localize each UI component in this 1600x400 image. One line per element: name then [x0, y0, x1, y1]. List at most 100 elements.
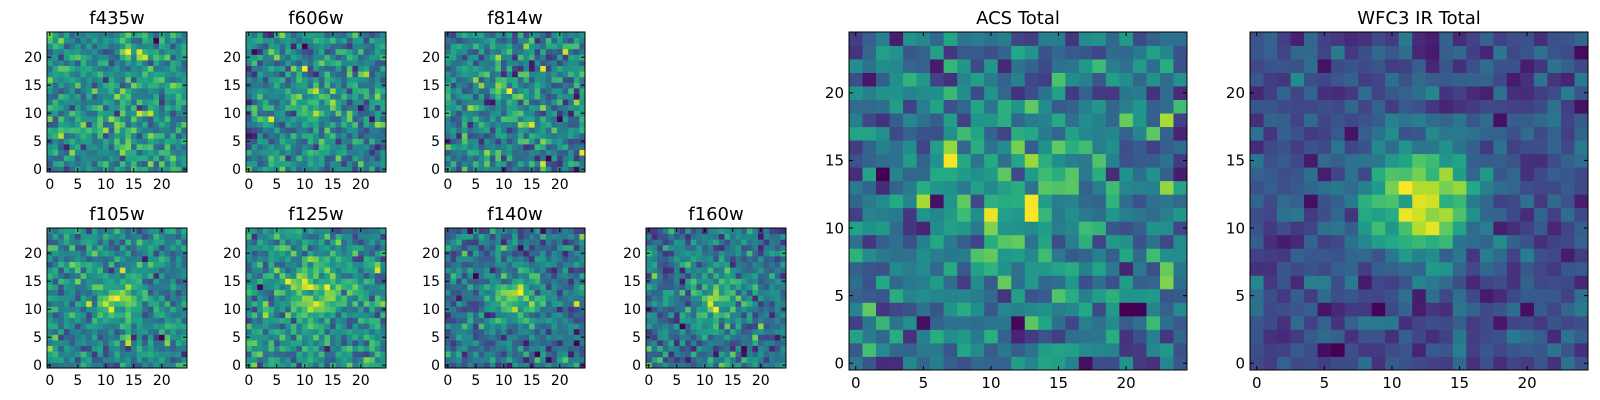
heatmap-cell	[495, 356, 502, 363]
heatmap-cell	[943, 275, 958, 290]
y-tick-label: 10	[223, 106, 241, 122]
heatmap-cell	[341, 110, 348, 117]
heatmap-cell	[318, 228, 325, 234]
heatmap-cell	[257, 250, 264, 257]
heatmap-cell	[718, 284, 725, 290]
heatmap-cell	[335, 278, 342, 285]
heatmap-cell	[523, 362, 530, 369]
heatmap-cell	[318, 278, 325, 285]
heatmap-cell	[119, 272, 126, 279]
heatmap-cell	[330, 99, 336, 106]
heatmap-cell	[374, 244, 381, 251]
heatmap-cell	[523, 110, 530, 117]
heatmap-cell	[119, 116, 126, 122]
heatmap-cell	[257, 328, 264, 335]
heatmap-cell	[279, 127, 286, 134]
heatmap-cell	[573, 317, 580, 324]
heatmap-cell	[363, 54, 370, 61]
y-tick-label: 20	[24, 50, 42, 66]
heatmap-cell	[358, 82, 364, 89]
heatmap-cell	[529, 267, 535, 274]
heatmap-cell	[562, 104, 569, 111]
heatmap-cell	[545, 166, 552, 173]
heatmap-cell	[52, 228, 59, 234]
heatmap-cell	[69, 272, 76, 279]
heatmap-cell	[125, 267, 132, 274]
heatmap-cell	[80, 32, 87, 38]
heatmap-cell	[702, 345, 708, 352]
heatmap-cell	[534, 312, 541, 318]
heatmap-cell	[674, 300, 680, 307]
heatmap-cell	[685, 356, 692, 363]
heatmap-cell	[484, 71, 491, 78]
heatmap-cell	[97, 244, 104, 251]
heatmap-cell	[119, 149, 126, 156]
heatmap-cell	[147, 121, 154, 128]
heatmap-cell	[456, 155, 463, 162]
heatmap-cell	[302, 345, 308, 352]
heatmap-cell	[352, 48, 359, 55]
heatmap-cell	[69, 345, 76, 352]
heatmap-cell	[86, 160, 93, 167]
heatmap-cell	[970, 153, 985, 168]
heatmap-cell	[147, 54, 154, 61]
heatmap-cell	[335, 37, 342, 44]
heatmap-cell	[352, 345, 359, 352]
heatmap-cell	[545, 54, 552, 61]
heatmap-cell	[484, 88, 491, 94]
heatmap-cell	[119, 328, 126, 335]
heatmap-cell	[495, 54, 502, 61]
heatmap-cell	[274, 93, 280, 100]
heatmap-cell	[302, 284, 308, 290]
heatmap-cell	[657, 317, 664, 324]
heatmap-cell	[461, 93, 468, 100]
heatmap-cell	[889, 194, 904, 209]
heatmap-cell	[251, 71, 258, 78]
heatmap-cell	[997, 153, 1012, 168]
heatmap-cell	[551, 345, 558, 352]
heatmap-cell	[363, 278, 370, 285]
heatmap-cell	[181, 88, 188, 94]
heatmap-cell	[147, 32, 154, 38]
heatmap-cell	[780, 289, 787, 296]
heatmap-cell	[302, 155, 308, 162]
heatmap-cell	[164, 127, 171, 134]
heatmap-cell	[142, 233, 149, 240]
heatmap-cell	[735, 295, 742, 302]
heatmap-cell	[707, 233, 714, 240]
heatmap-cell	[557, 144, 563, 150]
heatmap-cell	[131, 65, 137, 72]
heatmap-cell	[1119, 288, 1134, 303]
heatmap-cell	[579, 351, 586, 358]
heatmap-cell	[1092, 261, 1107, 276]
heatmap-cell	[579, 88, 586, 94]
heatmap-cell	[752, 334, 759, 341]
heatmap-cell	[274, 65, 280, 72]
heatmap-cell	[352, 88, 359, 94]
heatmap-cell	[296, 250, 303, 257]
heatmap-cell	[573, 60, 580, 66]
heatmap-cell	[363, 267, 370, 274]
heatmap-cell	[534, 48, 541, 55]
heatmap-cell	[478, 166, 485, 173]
x-tick-label: 15	[125, 373, 143, 389]
heatmap-cell	[262, 345, 269, 352]
panel-title: f814w	[487, 8, 542, 29]
heatmap-cell	[164, 138, 171, 145]
heatmap-cell	[369, 93, 376, 100]
heatmap-cell	[579, 323, 586, 330]
heatmap-cell	[369, 272, 376, 279]
heatmap-cell	[1132, 342, 1147, 357]
heatmap-cell	[713, 289, 720, 296]
heatmap-cell	[341, 155, 348, 162]
heatmap-cell	[467, 256, 474, 262]
heatmap-cell	[47, 289, 53, 296]
heatmap-cell	[330, 289, 336, 296]
heatmap-cell	[685, 267, 692, 274]
heatmap-cell	[568, 127, 575, 134]
heatmap-cell	[363, 356, 370, 363]
heatmap-cell	[363, 317, 370, 324]
heatmap-cell	[506, 48, 513, 55]
